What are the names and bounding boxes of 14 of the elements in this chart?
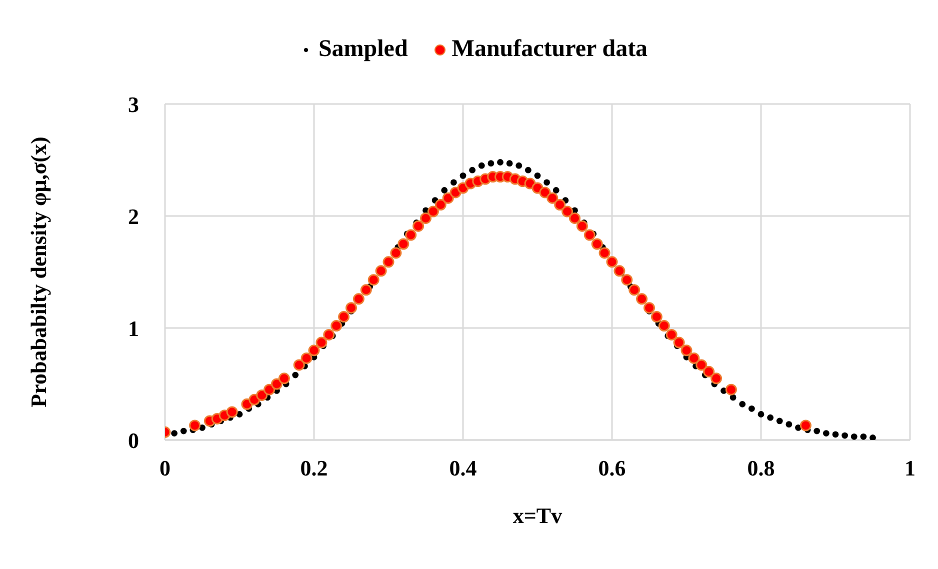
y-tick-label: 3 [128,92,139,117]
x-axis-title: x=Tv [512,503,562,528]
x-tick-label: 0.4 [449,456,477,481]
x-tick-label: 1 [904,456,916,481]
legend-label: Manufacturer data [450,36,648,63]
y-axis-title: Probababilty density φμ,σ(x) [26,136,51,408]
x-tick-label: 0 [160,456,170,481]
legend-label: Sampled [317,36,408,63]
y-tick-label: 1 [128,316,139,341]
x-tick-label: 0.8 [747,456,775,481]
x-tick-label: 0.2 [300,456,328,481]
y-tick-label: 2 [128,204,139,229]
x-tick-label: 0.6 [598,456,626,481]
y-tick-label: 0 [128,428,139,453]
